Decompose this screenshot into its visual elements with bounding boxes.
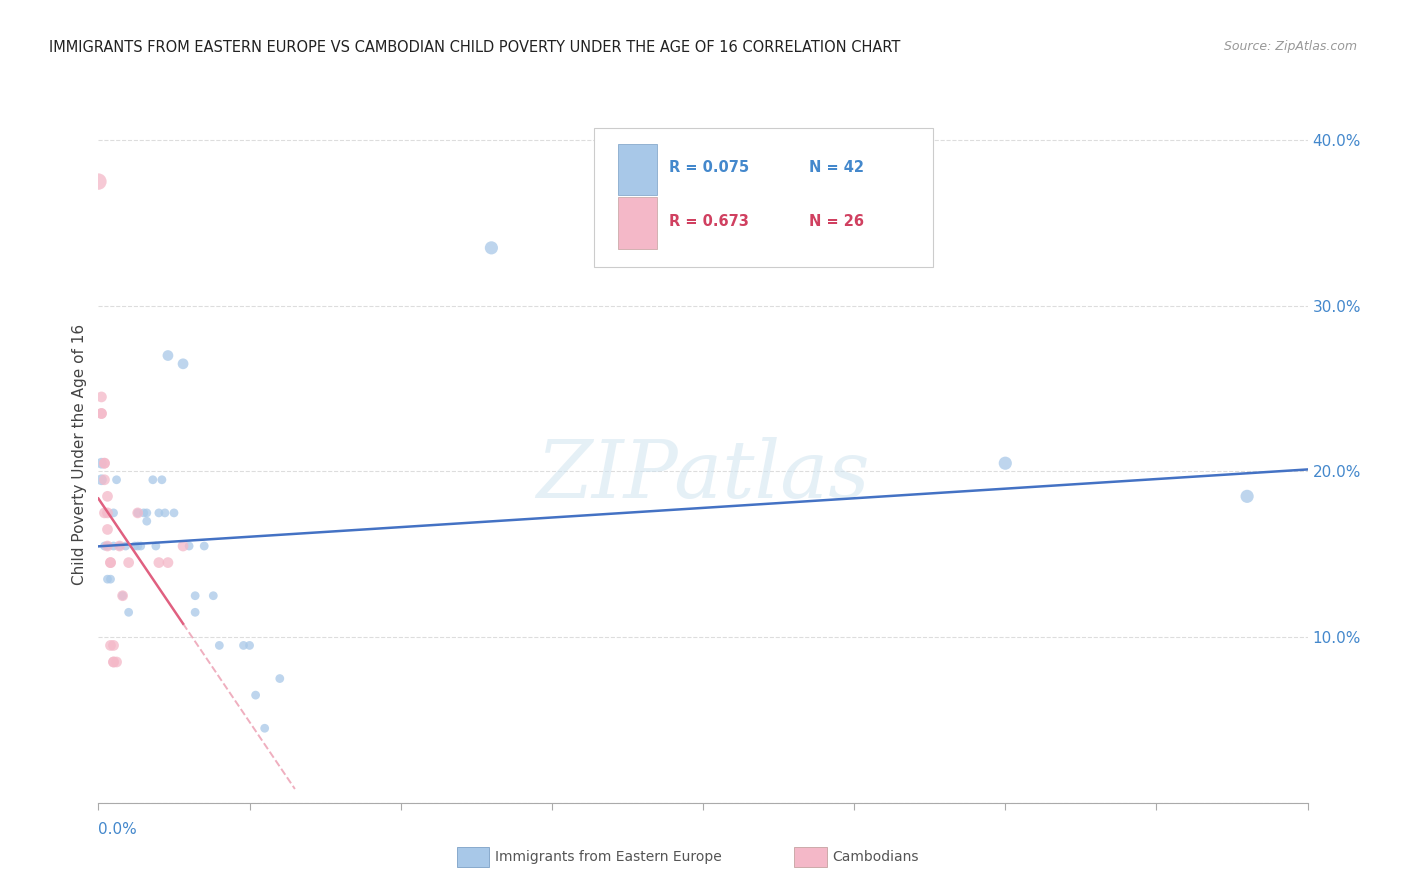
Point	[145, 539, 167, 553]
Point	[111, 589, 134, 603]
Point	[148, 506, 170, 520]
Point	[90, 407, 112, 421]
Point	[103, 506, 125, 520]
Point	[163, 506, 186, 520]
Point	[179, 539, 201, 553]
Point	[103, 655, 125, 669]
Point	[93, 506, 115, 520]
Point	[90, 456, 112, 470]
Point	[90, 407, 112, 421]
Point	[118, 556, 141, 570]
FancyBboxPatch shape	[595, 128, 932, 267]
Point	[232, 639, 254, 653]
Text: R = 0.673: R = 0.673	[669, 214, 749, 229]
Point	[93, 456, 115, 470]
Point	[481, 241, 503, 255]
Text: IMMIGRANTS FROM EASTERN EUROPE VS CAMBODIAN CHILD POVERTY UNDER THE AGE OF 16 CO: IMMIGRANTS FROM EASTERN EUROPE VS CAMBOD…	[49, 40, 901, 55]
Point	[142, 473, 165, 487]
Point	[208, 639, 231, 653]
Point	[100, 572, 122, 586]
Point	[111, 589, 134, 603]
Point	[108, 539, 131, 553]
Point	[153, 506, 176, 520]
Point	[172, 357, 194, 371]
Point	[100, 556, 122, 570]
Text: ZIPatlas: ZIPatlas	[536, 437, 870, 515]
Point	[87, 175, 110, 189]
Point	[172, 539, 194, 553]
Point	[150, 473, 173, 487]
Point	[96, 572, 118, 586]
Point	[127, 539, 149, 553]
Text: Immigrants from Eastern Europe: Immigrants from Eastern Europe	[495, 850, 721, 864]
Point	[127, 506, 149, 520]
Point	[105, 655, 128, 669]
Point	[127, 506, 149, 520]
Text: N = 42: N = 42	[810, 160, 865, 175]
Text: Cambodians: Cambodians	[832, 850, 920, 864]
Point	[96, 539, 118, 553]
FancyBboxPatch shape	[619, 197, 657, 249]
Point	[100, 556, 122, 570]
Point	[93, 473, 115, 487]
Point	[1236, 489, 1258, 503]
Point	[103, 655, 125, 669]
Point	[96, 489, 118, 503]
Point	[103, 639, 125, 653]
Point	[156, 349, 179, 363]
Point	[135, 506, 157, 520]
Point	[96, 523, 118, 537]
Point	[100, 639, 122, 653]
FancyBboxPatch shape	[619, 144, 657, 195]
Point	[90, 473, 112, 487]
Point	[93, 539, 115, 553]
Point	[124, 539, 146, 553]
Point	[103, 539, 125, 553]
Point	[184, 605, 207, 619]
Point	[239, 639, 262, 653]
Y-axis label: Child Poverty Under the Age of 16: Child Poverty Under the Age of 16	[72, 325, 87, 585]
Point	[269, 672, 291, 686]
Point	[132, 506, 155, 520]
Point	[93, 456, 115, 470]
Point	[245, 688, 267, 702]
Text: Source: ZipAtlas.com: Source: ZipAtlas.com	[1223, 40, 1357, 54]
Point	[135, 514, 157, 528]
Point	[193, 539, 215, 553]
Point	[148, 556, 170, 570]
Point	[108, 539, 131, 553]
Point	[90, 390, 112, 404]
Point	[994, 456, 1017, 470]
Point	[253, 721, 276, 735]
Point	[105, 473, 128, 487]
Point	[202, 589, 225, 603]
Point	[118, 605, 141, 619]
Point	[114, 539, 136, 553]
Point	[184, 589, 207, 603]
Point	[96, 539, 118, 553]
Text: 0.0%: 0.0%	[98, 822, 138, 838]
Text: R = 0.075: R = 0.075	[669, 160, 749, 175]
Point	[156, 556, 179, 570]
Point	[96, 506, 118, 520]
Point	[129, 539, 152, 553]
Text: N = 26: N = 26	[810, 214, 865, 229]
